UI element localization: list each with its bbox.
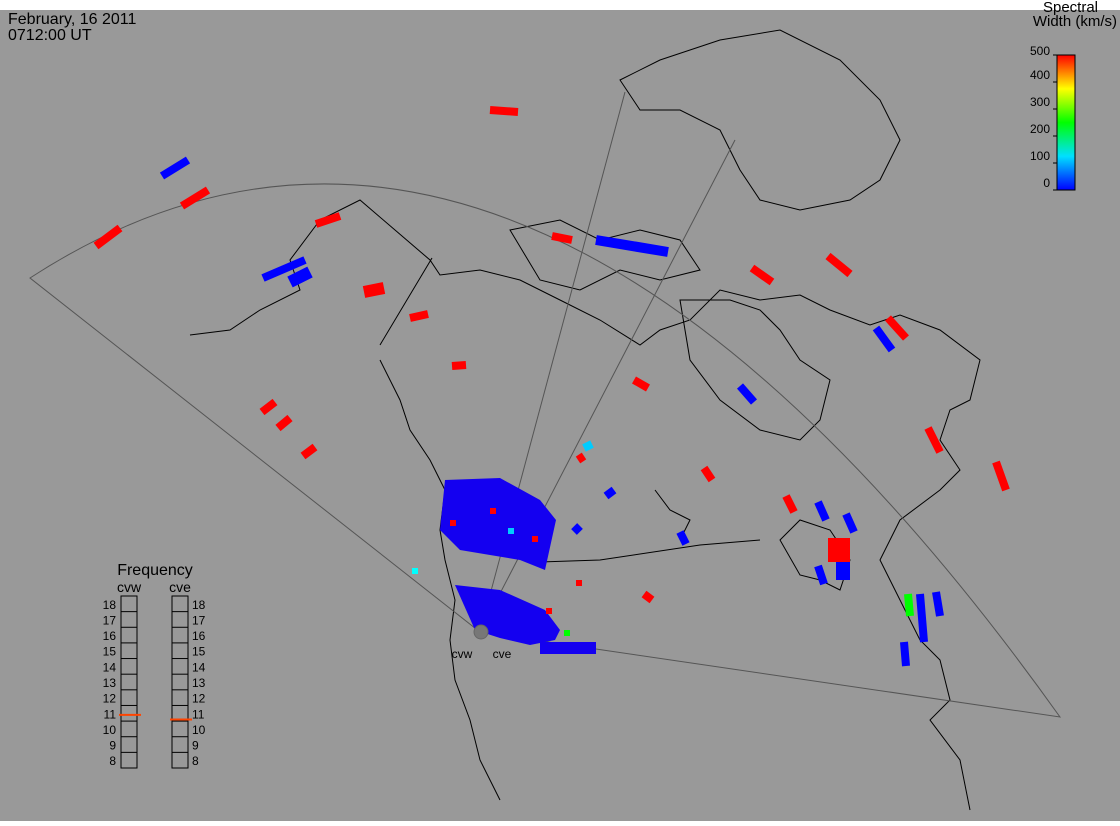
radar-site [473, 624, 489, 640]
colorbar-tick-label: 300 [1030, 95, 1050, 109]
colorbar-tick-label: 0 [1043, 176, 1050, 190]
colorbar-title: Width (km/s) [1033, 13, 1117, 30]
echo-block [836, 562, 850, 580]
colorbar [1056, 54, 1076, 191]
radar-name: cve [169, 579, 191, 595]
frequency-tick-label: 17 [103, 613, 117, 627]
station-label: cvw [452, 647, 473, 661]
date: February, 16 2011 [8, 11, 136, 28]
colorbar-title: Spectral [1043, 0, 1098, 16]
frequency-tick-label: 14 [103, 660, 117, 674]
frequency-tick-label: 15 [103, 645, 117, 659]
frequency-tick-label: 8 [192, 754, 199, 768]
frequency-tick-label: 15 [192, 645, 206, 659]
frequency-tick-label: 8 [109, 754, 116, 768]
frequency-tick-label: 9 [109, 739, 116, 753]
frequency-tick-label: 12 [103, 692, 117, 706]
frequency-tick-label: 14 [192, 660, 206, 674]
time: 0712:00 UT [8, 27, 92, 44]
frequency-tick-label: 13 [192, 676, 206, 690]
echoes [93, 106, 1010, 667]
frequency-tick-label: 16 [192, 629, 206, 643]
radar-name: cvw [117, 579, 142, 595]
frequency-tick-label: 9 [192, 739, 199, 753]
colorbar-tick-label: 500 [1030, 44, 1050, 58]
frequency-tick-label: 11 [192, 707, 205, 721]
frequency-tick-label: 17 [192, 613, 206, 627]
frequency-title: Frequency [117, 562, 193, 579]
frequency-tick-label: 11 [104, 707, 117, 721]
colorbar-tick-label: 200 [1030, 122, 1050, 136]
frequency-tick-label: 13 [103, 676, 117, 690]
dynamic: 0100200300400500cvw89101112131415161718c… [103, 44, 1076, 769]
frequency-tick-label: 10 [103, 723, 117, 737]
station-label: cve [493, 647, 512, 661]
frequency-tick-label: 18 [103, 598, 117, 612]
frequency-tick-label: 12 [192, 692, 206, 706]
background [0, 10, 1120, 821]
echo-block [828, 538, 850, 562]
borders [379, 257, 761, 563]
colorbar-tick-label: 400 [1030, 68, 1050, 82]
frequency-tick-label: 10 [192, 723, 206, 737]
frequency-tick-label: 18 [192, 598, 206, 612]
colorbar-tick-label: 100 [1030, 149, 1050, 163]
echo-accents [412, 508, 582, 636]
frequency-tick-label: 16 [103, 629, 117, 643]
